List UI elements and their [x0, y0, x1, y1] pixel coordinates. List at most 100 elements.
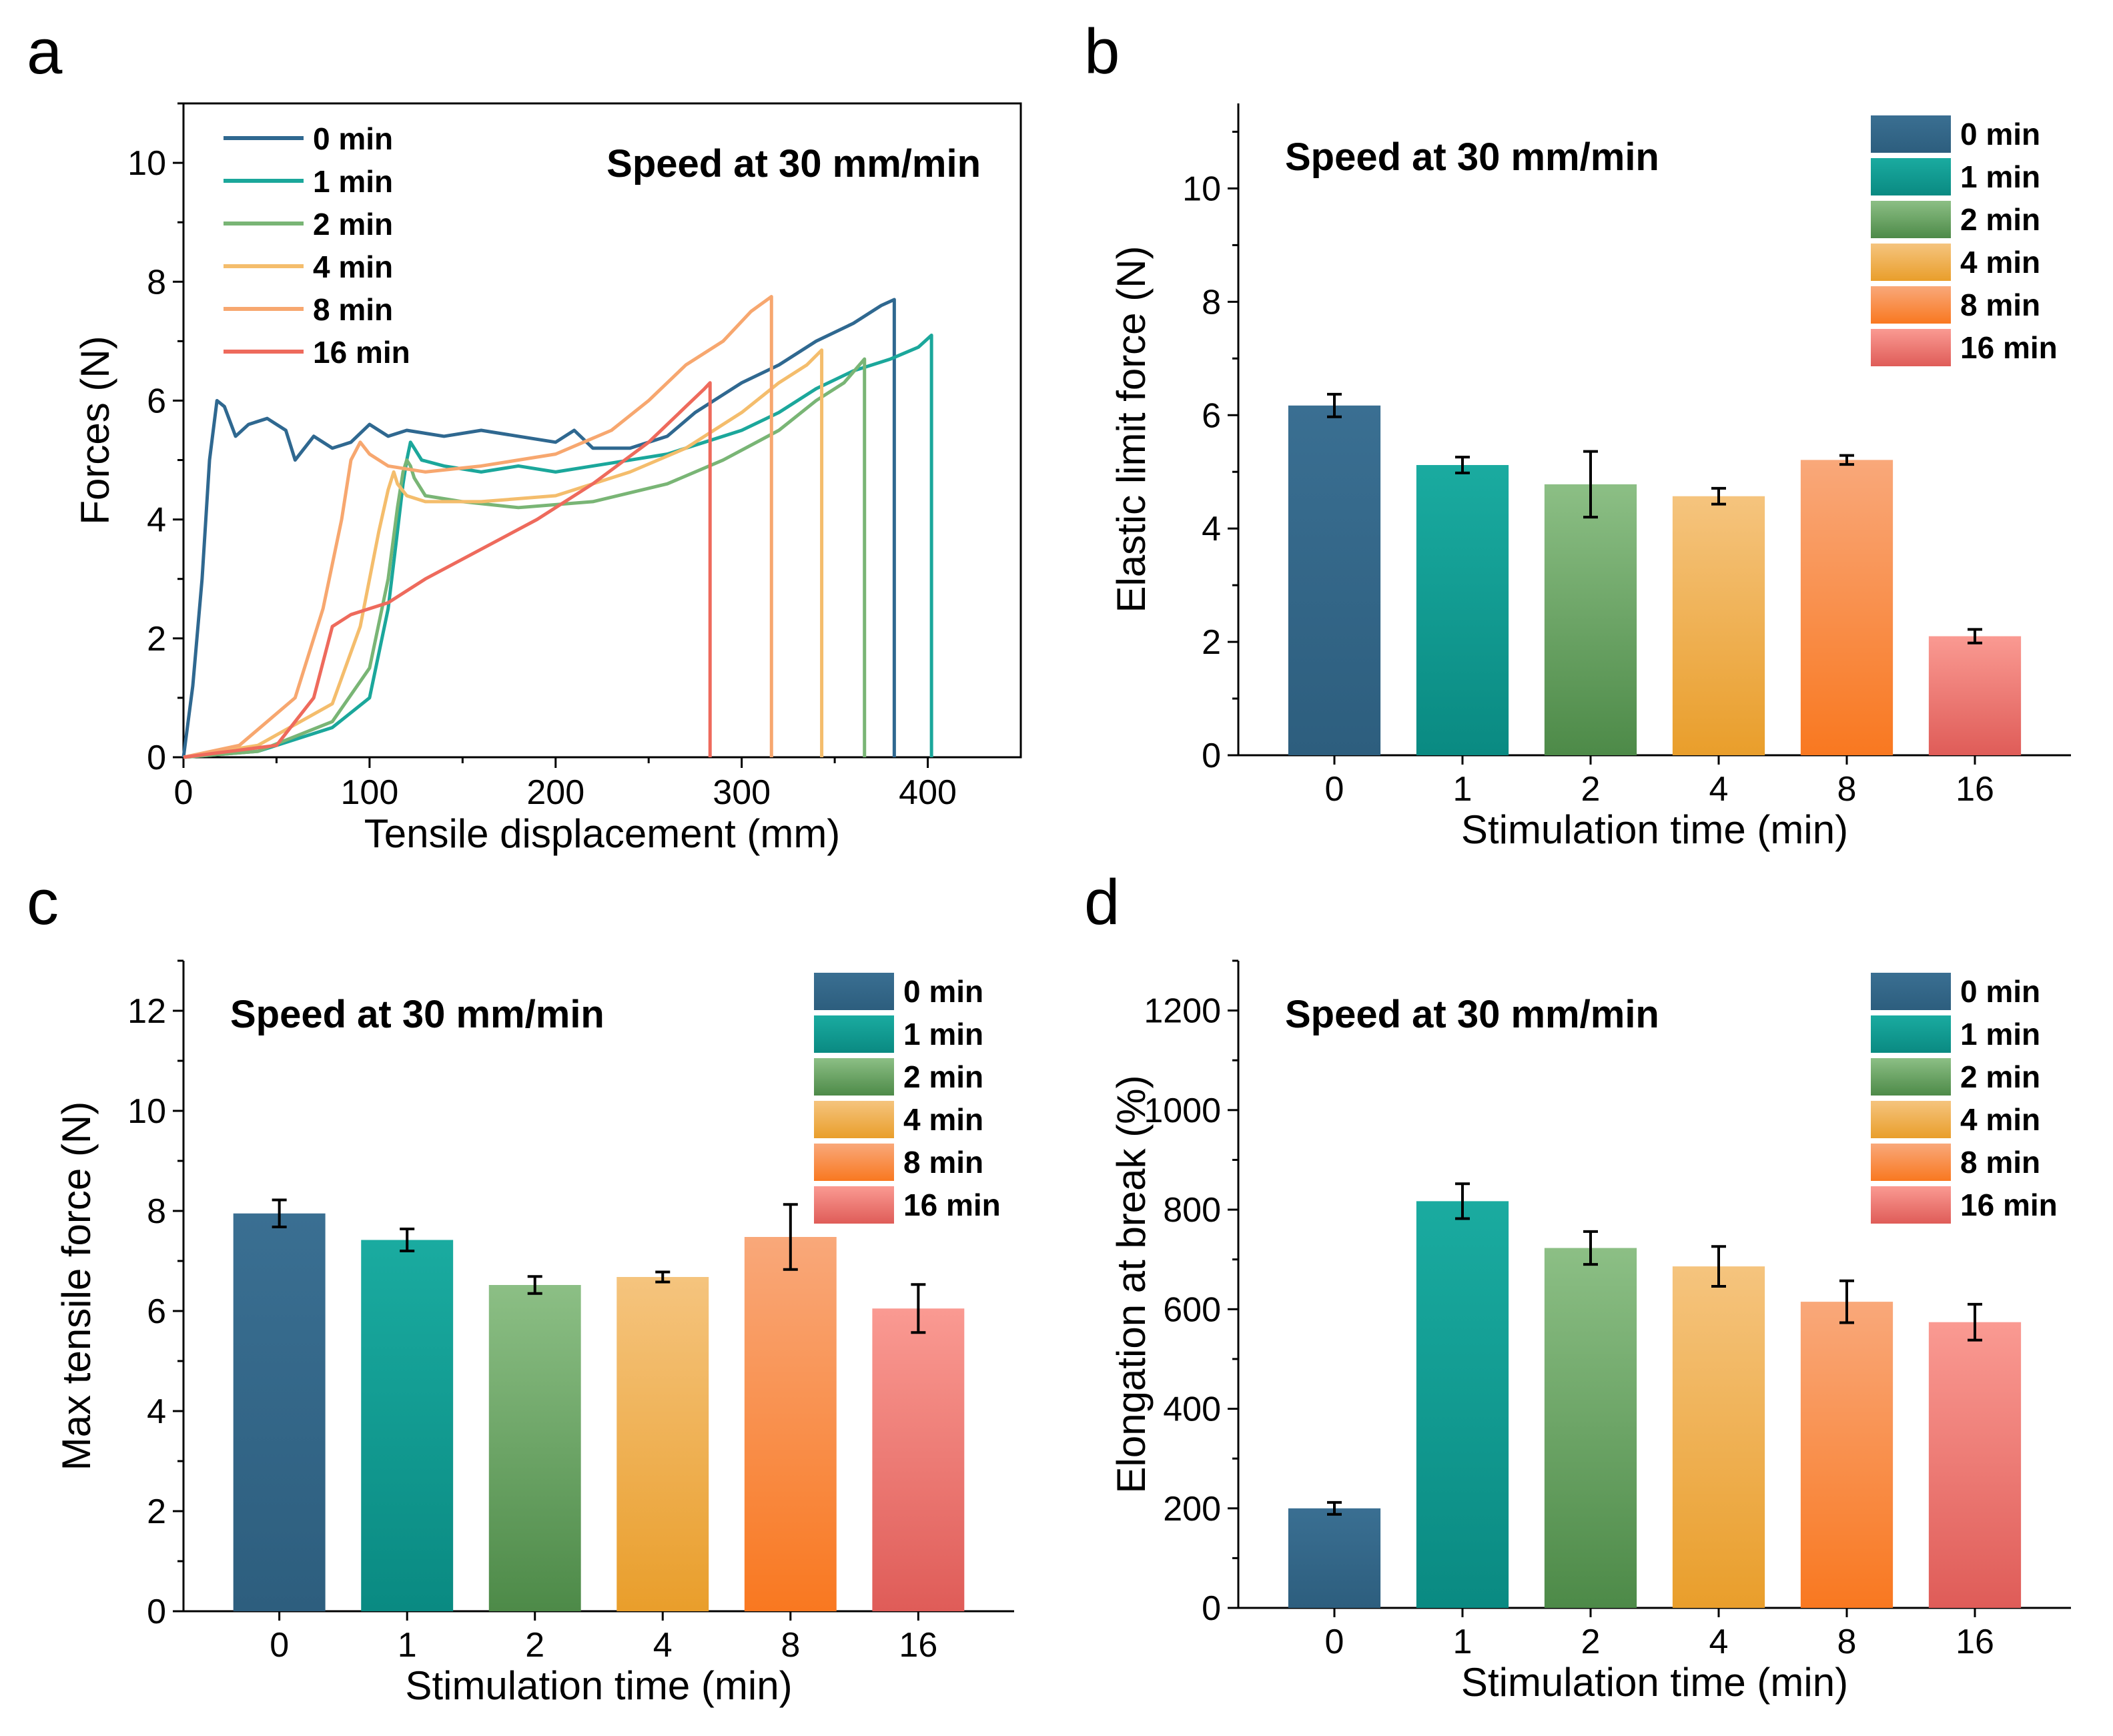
chart-b-y-tick-label: 0 [1202, 737, 1221, 775]
chart-c-legend-label: 0 min [903, 974, 983, 1009]
chart-a-y-tick-label: 10 [127, 144, 166, 183]
chart-d-legend-swatch [1871, 1144, 1951, 1181]
chart-c-legend-swatch [814, 1058, 894, 1096]
chart-b-legend-label: 16 min [1960, 330, 2058, 365]
chart-c-bar-8 [744, 1237, 837, 1611]
chart-a-series-4-min [183, 348, 824, 759]
chart-a-series-8-min [183, 295, 773, 759]
chart-b-legend-label: 8 min [1960, 288, 2040, 322]
chart-c-x-tick-label: 16 [899, 1626, 937, 1665]
chart-d-bar-1 [1416, 1201, 1509, 1608]
chart-c-x-axis-title: Stimulation time (min) [405, 1663, 792, 1708]
chart-d-y-tick-label: 0 [1202, 1589, 1221, 1628]
chart-c-x-tick-label: 0 [270, 1626, 289, 1665]
chart-c-y-tick-label: 8 [147, 1192, 166, 1231]
chart-d-legend-swatch [1871, 1015, 1951, 1053]
chart-d-bar: 0 200 400 600 800 1000 1200 0 1 2 4 8 16 Stimulation … [1109, 959, 2071, 1705]
chart-d-x-tick-label: 16 [1956, 1623, 1994, 1661]
chart-d-bar-16 [1928, 1322, 2022, 1608]
chart-a-y-tick-label: 6 [147, 382, 166, 420]
chart-c-bar-0 [233, 1213, 326, 1611]
chart-a-legend-label: 8 min [313, 292, 393, 327]
chart-a-y-tick-label: 0 [147, 739, 166, 777]
chart-c-y-tick-label: 12 [127, 992, 166, 1031]
chart-b-legend-swatch [1871, 115, 1951, 153]
chart-b-legend-label: 1 min [1960, 159, 2040, 194]
chart-b-y-tick-label: 6 [1202, 396, 1221, 435]
chart-d-legend-swatch [1871, 1058, 1951, 1096]
chart-b-y-axis-title: Elastic limit force (N) [1109, 246, 1154, 612]
chart-a-legend-label: 0 min [313, 121, 393, 156]
chart-d-x-axis-title: Stimulation time (min) [1461, 1660, 1848, 1705]
chart-d-y-tick-label: 200 [1163, 1490, 1221, 1529]
chart-b-x-tick-label: 4 [1709, 770, 1729, 809]
panel-letter-c: c [27, 867, 59, 938]
chart-c-legend-label: 2 min [903, 1059, 983, 1094]
chart-b-bar-1 [1416, 465, 1509, 755]
chart-b-y-tick-label: 4 [1202, 510, 1221, 548]
chart-a-x-tick-label: 400 [899, 773, 957, 812]
chart-c-x-tick-label: 8 [781, 1626, 800, 1665]
chart-a-legend-label: 2 min [313, 207, 393, 242]
chart-d-bar-0 [1288, 1508, 1381, 1608]
chart-c-y-tick-label: 0 [147, 1593, 166, 1631]
panel-letter-b: b [1084, 16, 1120, 87]
chart-c-y-tick-label: 6 [147, 1292, 166, 1331]
chart-a-legend-label: 1 min [313, 164, 393, 199]
chart-a-legend-label: 4 min [313, 250, 393, 284]
chart-a-y-tick-label: 2 [147, 620, 166, 659]
chart-b-y-tick-label: 2 [1202, 623, 1221, 662]
chart-b-legend-label: 4 min [1960, 245, 2040, 280]
chart-c-y-tick-label: 10 [127, 1092, 166, 1131]
chart-d-bar-4 [1672, 1266, 1765, 1608]
chart-d-y-tick-label: 600 [1163, 1290, 1221, 1329]
chart-c-legend-swatch [814, 1186, 894, 1224]
chart-a-x-tick-label: 100 [341, 773, 399, 812]
chart-a-series-2-min [183, 357, 867, 759]
chart-c-x-tick-label: 4 [653, 1626, 673, 1665]
chart-d-legend-label: 0 min [1960, 974, 2040, 1009]
chart-d-y-tick-label: 1200 [1144, 992, 1221, 1031]
chart-b-bar: 0 2 4 6 8 10 0 1 2 4 8 16 Stimulation time (min) Elas… [1109, 103, 2071, 852]
chart-a-x-tick-label: 200 [526, 773, 584, 812]
chart-c-legend-label: 1 min [903, 1017, 983, 1051]
chart-a-speed-annotation: Speed at 30 mm/min [606, 142, 981, 185]
chart-b-bar-8 [1800, 460, 1893, 755]
chart-b-legend-swatch [1871, 244, 1951, 281]
chart-a-legend-label: 16 min [313, 335, 410, 370]
chart-d-bar-8 [1800, 1302, 1893, 1608]
chart-b-legend-label: 2 min [1960, 202, 2040, 237]
chart-c-legend-label: 8 min [903, 1145, 983, 1180]
chart-c-bar-4 [616, 1277, 709, 1611]
chart-a-x-axis-title: Tensile displacement (mm) [364, 811, 841, 856]
chart-b-x-tick-label: 8 [1837, 770, 1857, 809]
chart-d-y-tick-label: 800 [1163, 1191, 1221, 1230]
chart-b-legend-swatch [1871, 201, 1951, 238]
chart-b-legend-swatch [1871, 329, 1951, 366]
chart-b-legend-swatch [1871, 286, 1951, 324]
chart-a-y-axis-title: Forces (N) [73, 336, 117, 524]
panel-letter-a: a [27, 16, 63, 87]
chart-d-x-tick-label: 2 [1581, 1623, 1601, 1661]
chart-c-x-tick-label: 1 [398, 1626, 417, 1665]
chart-d-y-tick-label: 1000 [1144, 1092, 1221, 1130]
chart-b-x-tick-label: 16 [1956, 770, 1994, 809]
chart-d-legend-swatch [1871, 1101, 1951, 1138]
chart-b-speed-annotation: Speed at 30 mm/min [1285, 135, 1659, 179]
chart-c-legend-label: 16 min [903, 1188, 1001, 1222]
chart-b-y-tick-label: 10 [1182, 169, 1221, 208]
chart-c-legend-label: 4 min [903, 1102, 983, 1137]
chart-b-legend-swatch [1871, 158, 1951, 195]
chart-c-y-tick-label: 4 [147, 1392, 166, 1431]
chart-c-x-tick-label: 2 [525, 1626, 544, 1665]
chart-c-speed-annotation: Speed at 30 mm/min [230, 993, 604, 1036]
chart-a-x-tick-label: 300 [713, 773, 771, 812]
chart-a-y-tick-label: 8 [147, 263, 166, 302]
chart-c-bar-2 [488, 1285, 581, 1611]
chart-d-x-tick-label: 4 [1709, 1623, 1729, 1661]
chart-c-bar-1 [361, 1240, 454, 1611]
chart-a-x-tick-label: 0 [174, 773, 193, 812]
chart-a-frame [182, 102, 1022, 759]
